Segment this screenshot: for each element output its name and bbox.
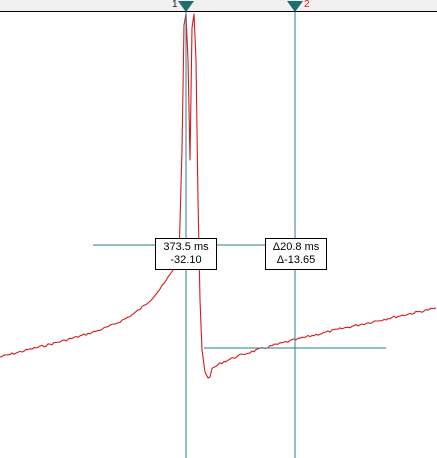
cursor-1-label: 1: [172, 0, 178, 10]
cursor-2-delta-value: Δ-13.65: [276, 254, 316, 266]
cursor-1-handle-icon[interactable]: [178, 1, 194, 12]
cursor-1-value: -32.10: [170, 254, 202, 266]
cursor-1-readout: 373.5 ms -32.10: [155, 238, 217, 270]
cursor-2-delta-time: Δ20.8 ms: [272, 241, 320, 253]
cursor-1-time: 373.5 ms: [163, 241, 209, 253]
cursor-2-handle-icon[interactable]: [287, 1, 303, 12]
cursor-2-readout: Δ20.8 ms Δ-13.65: [265, 238, 327, 270]
cursor-bar[interactable]: [0, 0, 437, 12]
cursor-2-label: 2: [304, 0, 310, 10]
signal-trace: [0, 13, 437, 379]
